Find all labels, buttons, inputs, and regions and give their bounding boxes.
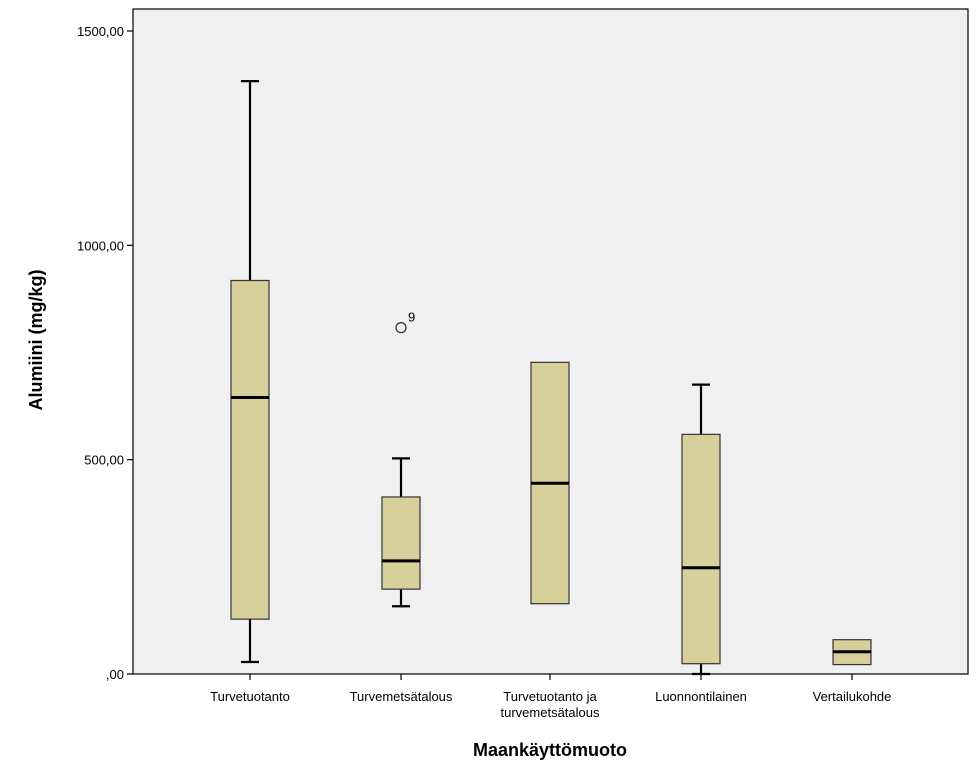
iqr-box xyxy=(681,433,721,665)
x-tick-label-line: Turvemetsätalous xyxy=(350,689,453,704)
x-tick-label-line: Vertailukohde xyxy=(813,689,892,704)
box-group xyxy=(530,361,570,605)
y-axis: ,00 500,00 1000,00 1500,00 xyxy=(77,24,133,682)
x-tick-label: Turvetuotanto xyxy=(210,689,290,704)
x-tick-label: Turvemetsätalous xyxy=(350,689,453,704)
outlier-point xyxy=(395,321,407,334)
y-tick-label: 500,00 xyxy=(84,453,124,468)
x-tick-label-line: Turvetuotanto xyxy=(210,689,290,704)
x-tick-label: Vertailukohde xyxy=(813,689,892,704)
x-tick-label-line: Turvetuotanto ja xyxy=(503,689,597,704)
box-group: 9 xyxy=(381,310,421,608)
y-tick-label: ,00 xyxy=(106,667,124,682)
x-tick-label: Turvetuotanto ja turvemetsätalous xyxy=(501,689,600,720)
x-axis-title: Maankäyttömuoto xyxy=(473,740,627,760)
x-axis: Turvetuotanto Turvemetsätalous Turvetuotan… xyxy=(210,674,891,720)
iqr-box xyxy=(230,279,270,620)
y-tick-label: 1000,00 xyxy=(77,238,124,253)
boxes-layer: 9 xyxy=(230,80,872,676)
box-group xyxy=(681,383,721,676)
y-axis-title: Alumiini (mg/kg) xyxy=(26,270,46,411)
x-tick-label: Luonnontilainen xyxy=(655,689,747,704)
x-tick-label-line: Luonnontilainen xyxy=(655,689,747,704)
y-tick-label: 1500,00 xyxy=(77,24,124,39)
box-group xyxy=(832,639,872,666)
outlier-label: 9 xyxy=(408,310,415,325)
x-tick-label-line: turvemetsätalous xyxy=(501,705,600,720)
box-group xyxy=(230,80,270,664)
iqr-box xyxy=(381,496,421,590)
